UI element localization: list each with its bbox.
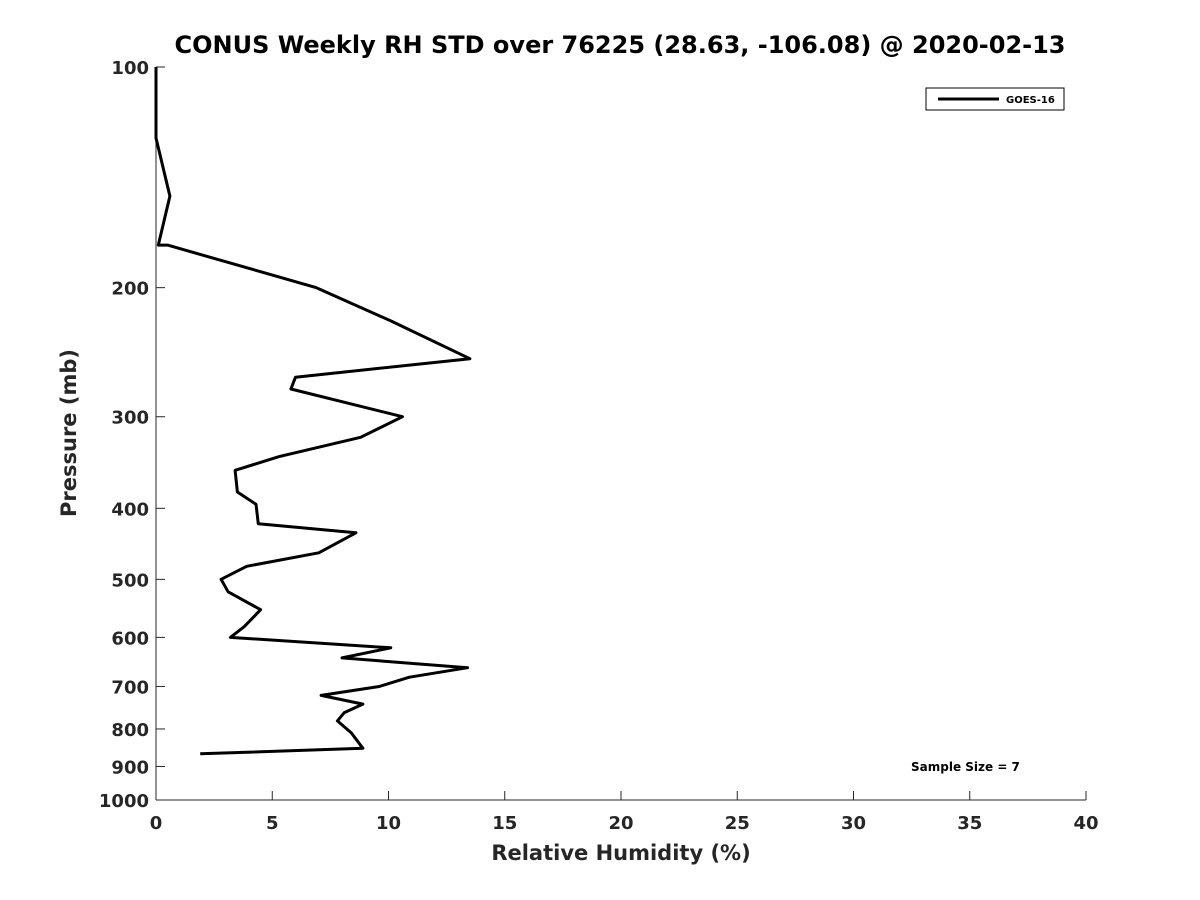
y-tick-label: 400 (111, 499, 149, 520)
x-axis-label: Relative Humidity (%) (491, 841, 750, 865)
plot-area: 0 5 10 15 20 25 30 35 40 100 200 300 400 500 600 700 80… (99, 58, 1099, 834)
legend-label-goes-16: GOES-16 (1006, 95, 1055, 106)
y-tick-label: 900 (111, 757, 149, 778)
legend: GOES-16 (925, 87, 1065, 111)
x-tick-label: 30 (841, 813, 866, 834)
x-tick-label: 25 (725, 813, 750, 834)
y-ticks: 100 200 300 400 500 600 700 800 900 1000 (99, 58, 165, 812)
y-tick-label: 300 (111, 408, 149, 429)
sample-size-note: Sample Size = 7 (911, 760, 1020, 774)
x-tick-label: 35 (957, 813, 982, 834)
x-tick-label: 5 (266, 813, 279, 834)
y-axis-label: Pressure (mb) (57, 349, 81, 517)
y-tick-label: 800 (111, 720, 149, 741)
y-tick-label: 600 (111, 628, 149, 649)
y-tick-label: 200 (111, 279, 149, 300)
series-line-goes-16 (154, 67, 472, 756)
y-tick-label: 1000 (99, 791, 149, 812)
y-tick-label: 500 (111, 570, 149, 591)
x-tick-label: 20 (608, 813, 633, 834)
x-tick-label: 0 (150, 813, 163, 834)
y-tick-label: 700 (111, 677, 149, 698)
x-tick-label: 40 (1073, 813, 1098, 834)
y-tick-label: 100 (111, 58, 149, 79)
x-tick-label: 15 (492, 813, 517, 834)
x-tick-label: 10 (376, 813, 401, 834)
chart-title: CONUS Weekly RH STD over 76225 (28.63, -… (174, 31, 1065, 59)
x-ticks: 0 5 10 15 20 25 30 35 40 (150, 791, 1099, 834)
